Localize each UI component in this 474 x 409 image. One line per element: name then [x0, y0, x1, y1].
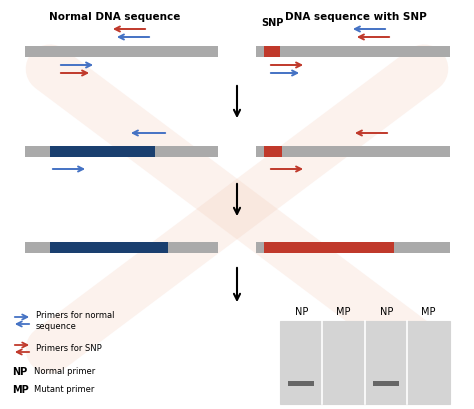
Bar: [256, 242, 450, 253]
Bar: [25, 242, 218, 253]
Text: Normal primer: Normal primer: [34, 366, 95, 375]
Bar: [256, 146, 450, 157]
Text: Primers for SNP: Primers for SNP: [36, 344, 102, 353]
Bar: [374, 381, 399, 386]
Bar: [25, 146, 218, 157]
Text: MP: MP: [12, 384, 29, 394]
Text: DNA sequence with SNP: DNA sequence with SNP: [285, 12, 427, 22]
Text: Primers for normal
sequence: Primers for normal sequence: [36, 310, 115, 330]
Bar: [50, 146, 155, 157]
Text: Normal DNA sequence: Normal DNA sequence: [49, 12, 181, 22]
Text: NP: NP: [380, 306, 393, 316]
Bar: [264, 146, 282, 157]
Bar: [264, 242, 394, 253]
Bar: [25, 46, 218, 57]
Text: SNP: SNP: [261, 18, 283, 28]
Bar: [50, 242, 168, 253]
Text: MP: MP: [421, 306, 436, 316]
Bar: [256, 46, 450, 57]
Bar: [280, 321, 450, 404]
Text: NP: NP: [12, 366, 27, 376]
Bar: [289, 381, 314, 386]
Bar: [264, 46, 280, 57]
Text: Mutant primer: Mutant primer: [34, 384, 94, 393]
Text: NP: NP: [294, 306, 308, 316]
Text: MP: MP: [337, 306, 351, 316]
